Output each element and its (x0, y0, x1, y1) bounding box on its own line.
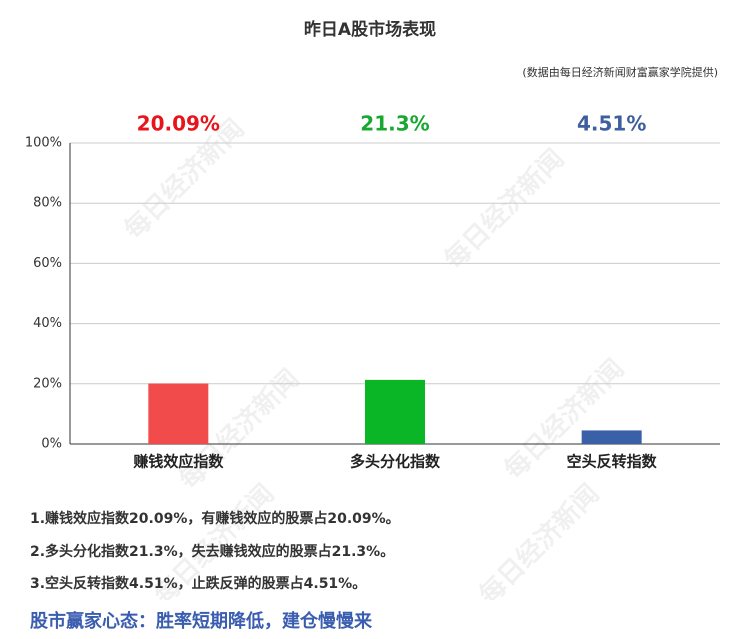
y-tick-label: 0% (41, 437, 62, 452)
value-label: 4.51% (577, 112, 646, 136)
note: 2.多头分化指数21.3%，失去赚钱效应的股票占21.3%。 (30, 544, 395, 560)
x-tick-label: 多头分化指数 (350, 453, 441, 471)
note: 3.空头反转指数4.51%，止跌反弹的股票占4.51%。 (30, 576, 367, 592)
y-tick-label: 40% (33, 316, 62, 331)
x-tick-label: 赚钱效应指数 (132, 453, 224, 471)
x-tick-label: 空头反转指数 (567, 453, 658, 471)
watermark: 每日经济新闻 (438, 143, 570, 275)
y-tick-label: 60% (33, 256, 62, 271)
bar (365, 379, 425, 444)
note: 1.赚钱效应指数20.09%，有赚钱效应的股票占20.09%。 (30, 511, 400, 527)
chart: 昨日A股市场表现 (数据由每日经济新闻财富赢家学院提供) 每日经济新闻每日经济新… (25, 19, 720, 600)
chart-subtitle: (数据由每日经济新闻财富赢家学院提供) (522, 65, 718, 79)
y-tick-label: 20% (33, 376, 62, 391)
chart-title: 昨日A股市场表现 (304, 19, 436, 40)
bar (581, 430, 642, 444)
highlight: 股市赢家心态：胜率短期降低，建仓慢慢来 (30, 611, 372, 632)
value-label: 20.09% (137, 112, 220, 136)
y-tick-label: 100% (25, 136, 62, 151)
y-tick-label: 80% (33, 196, 62, 211)
bar (148, 383, 209, 444)
value-label: 21.3% (360, 112, 429, 136)
watermark: 每日经济新闻 (473, 478, 605, 600)
